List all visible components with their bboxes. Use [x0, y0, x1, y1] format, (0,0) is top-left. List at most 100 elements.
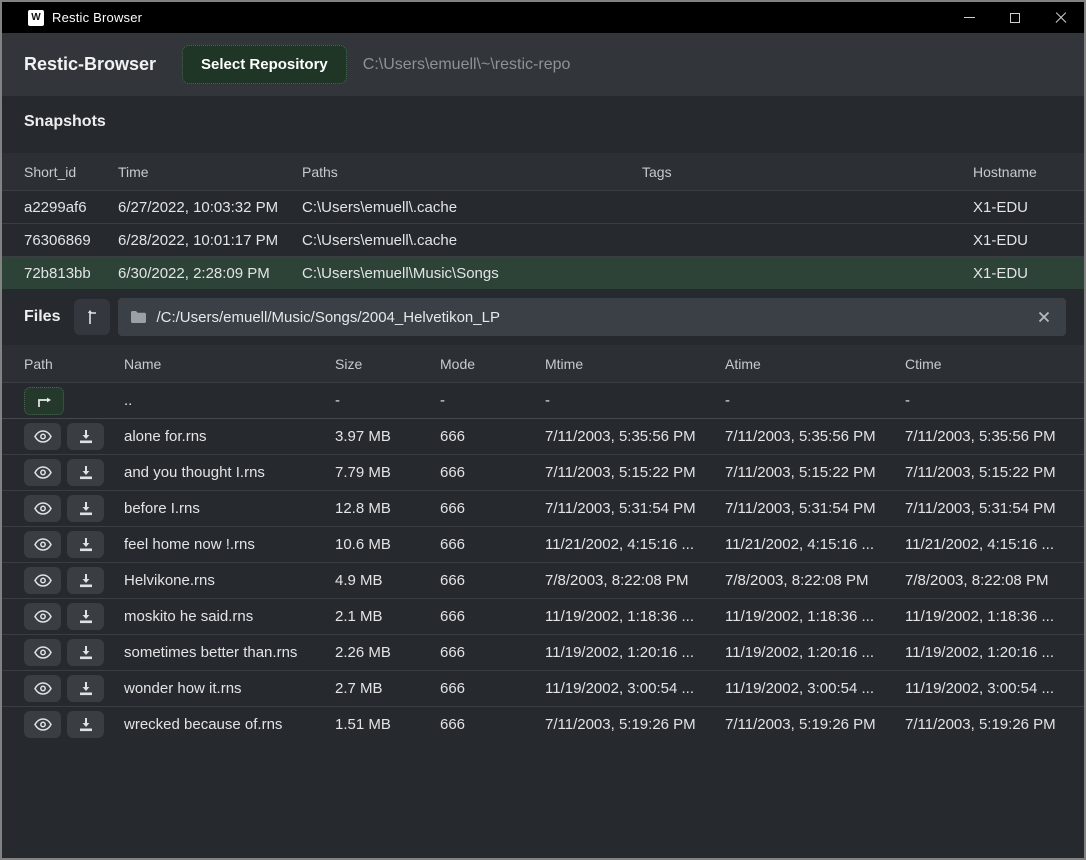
page-title: Restic-Browser — [24, 54, 157, 74]
files-table-body: alone for.rns 3.97 MB 666 7/11/2003, 5:3… — [2, 418, 1084, 742]
file-mtime: 7/11/2003, 5:15:22 PM — [545, 464, 696, 481]
file-row[interactable]: alone for.rns 3.97 MB 666 7/11/2003, 5:3… — [2, 418, 1084, 454]
tree-view-icon — [83, 308, 101, 326]
maximize-button[interactable] — [992, 2, 1038, 33]
download-icon — [78, 573, 94, 588]
app-icon-letter: W — [31, 12, 41, 23]
preview-file-button[interactable] — [24, 603, 61, 630]
file-mode: 666 — [440, 464, 466, 481]
file-mtime: - — [545, 392, 550, 409]
snapshot-row[interactable]: 76306869 6/28/2022, 10:01:17 PM C:\Users… — [2, 223, 1084, 256]
file-atime: 11/21/2002, 4:15:16 ... — [725, 536, 875, 553]
parent-directory-row[interactable]: .. - - - - - — [2, 382, 1084, 418]
file-size: 7.79 MB — [335, 464, 391, 481]
preview-file-button[interactable] — [24, 495, 61, 522]
file-ctime: 11/19/2002, 1:20:16 ... — [905, 644, 1055, 661]
preview-file-button[interactable] — [24, 459, 61, 486]
close-icon — [1055, 12, 1067, 24]
download-file-button[interactable] — [67, 567, 104, 594]
file-col-mode: Mode — [440, 355, 476, 372]
file-mtime: 11/21/2002, 4:15:16 ... — [545, 536, 695, 553]
file-mtime: 11/19/2002, 1:18:36 ... — [545, 608, 695, 625]
file-ctime: 11/19/2002, 1:18:36 ... — [905, 608, 1055, 625]
download-icon — [78, 429, 94, 444]
file-atime: - — [725, 392, 730, 409]
download-file-button[interactable] — [67, 531, 104, 558]
file-mode: 666 — [440, 644, 466, 661]
download-file-button[interactable] — [67, 639, 104, 666]
snapshot-row-selected[interactable]: 72b813bb 6/30/2022, 2:28:09 PM C:\Users\… — [2, 256, 1084, 289]
download-icon — [78, 681, 94, 696]
file-size: 10.6 MB — [335, 536, 391, 553]
preview-file-button[interactable] — [24, 711, 61, 738]
minimize-button[interactable] — [946, 2, 992, 33]
eye-icon — [33, 502, 52, 515]
snapshot-time: 6/27/2022, 10:03:32 PM — [118, 198, 279, 216]
file-row[interactable]: wrecked because of.rns 1.51 MB 666 7/11/… — [2, 706, 1084, 742]
download-file-button[interactable] — [67, 603, 104, 630]
file-row[interactable]: Helvikone.rns 4.9 MB 666 7/8/2003, 8:22:… — [2, 562, 1084, 598]
snap-col-paths: Paths — [302, 163, 338, 180]
preview-file-button[interactable] — [24, 531, 61, 558]
file-size: 2.1 MB — [335, 608, 383, 625]
file-atime: 7/11/2003, 5:31:54 PM — [725, 500, 876, 517]
file-row[interactable]: sometimes better than.rns 2.26 MB 666 11… — [2, 634, 1084, 670]
select-repository-button[interactable]: Select Repository — [182, 45, 347, 84]
snap-col-time: Time — [118, 163, 149, 180]
file-row[interactable]: and you thought I.rns 7.79 MB 666 7/11/2… — [2, 454, 1084, 490]
file-row[interactable]: wonder how it.rns 2.7 MB 666 11/19/2002,… — [2, 670, 1084, 706]
tree-view-toggle-button[interactable] — [74, 299, 111, 335]
file-name: alone for.rns — [124, 428, 207, 445]
file-mode: 666 — [440, 428, 466, 445]
download-icon — [78, 609, 94, 624]
preview-file-button[interactable] — [24, 423, 61, 450]
titlebar: W Restic Browser — [2, 2, 1084, 33]
snapshot-hostname: X1-EDU — [973, 264, 1029, 282]
download-file-button[interactable] — [67, 495, 104, 522]
clear-path-button[interactable] — [1030, 303, 1058, 331]
file-name: wrecked because of.rns — [124, 716, 283, 733]
close-button[interactable] — [1038, 2, 1084, 33]
app-header: Restic-Browser Select Repository C:\User… — [2, 33, 1084, 97]
current-path-field[interactable]: /C:/Users/emuell/Music/Songs/2004_Helvet… — [118, 298, 1066, 336]
file-col-ctime: Ctime — [905, 355, 942, 372]
file-size: 3.97 MB — [335, 428, 391, 445]
file-mode: 666 — [440, 680, 466, 697]
eye-icon — [33, 430, 52, 443]
snapshot-row[interactable]: a2299af6 6/27/2022, 10:03:32 PM C:\Users… — [2, 190, 1084, 223]
file-ctime: 7/11/2003, 5:19:26 PM — [905, 716, 1056, 733]
file-atime: 7/11/2003, 5:19:26 PM — [725, 716, 876, 733]
file-size: 4.9 MB — [335, 572, 383, 589]
eye-icon — [33, 538, 52, 551]
file-name: moskito he said.rns — [124, 608, 254, 625]
file-row[interactable]: before I.rns 12.8 MB 666 7/11/2003, 5:31… — [2, 490, 1084, 526]
download-file-button[interactable] — [67, 459, 104, 486]
preview-file-button[interactable] — [24, 639, 61, 666]
download-file-button[interactable] — [67, 675, 104, 702]
file-ctime: - — [905, 392, 910, 409]
snap-col-short-id: Short_id — [24, 163, 77, 180]
file-size: 2.7 MB — [335, 680, 383, 697]
file-row[interactable]: moskito he said.rns 2.1 MB 666 11/19/200… — [2, 598, 1084, 634]
file-row[interactable]: feel home now !.rns 10.6 MB 666 11/21/20… — [2, 526, 1084, 562]
file-name: sometimes better than.rns — [124, 644, 298, 661]
file-name: .. — [124, 392, 133, 409]
preview-file-button[interactable] — [24, 567, 61, 594]
file-ctime: 11/19/2002, 3:00:54 ... — [905, 680, 1055, 697]
file-col-path: Path — [24, 355, 53, 372]
file-name: wonder how it.rns — [124, 680, 242, 697]
download-icon — [78, 501, 94, 516]
download-icon — [78, 465, 94, 480]
snapshot-paths: C:\Users\emuell\.cache — [302, 198, 458, 216]
preview-file-button[interactable] — [24, 675, 61, 702]
files-bar: Files /C:/Users/emuell/Music/Songs/2004_… — [2, 289, 1084, 345]
download-file-button[interactable] — [67, 423, 104, 450]
file-mtime: 7/11/2003, 5:31:54 PM — [545, 500, 696, 517]
snapshots-heading: Snapshots — [24, 113, 106, 130]
folder-icon — [130, 310, 147, 324]
go-up-button[interactable] — [24, 386, 64, 415]
file-size: - — [335, 392, 340, 409]
download-file-button[interactable] — [67, 711, 104, 738]
download-icon — [78, 645, 94, 660]
